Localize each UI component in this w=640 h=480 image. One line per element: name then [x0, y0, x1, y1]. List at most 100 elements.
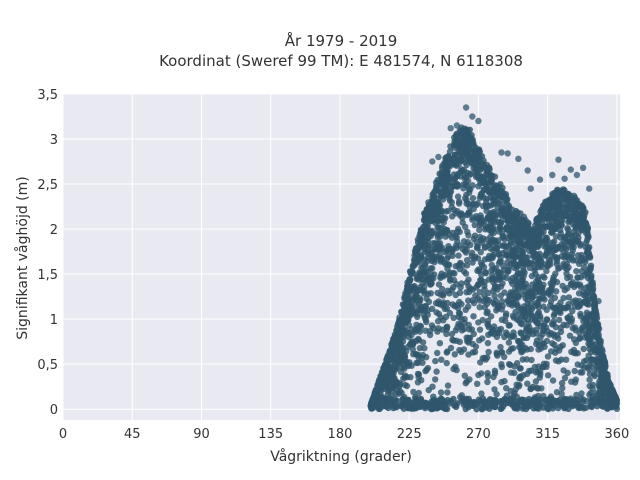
scatter-point — [511, 363, 518, 370]
scatter-point — [498, 316, 506, 323]
scatter-point — [483, 300, 491, 308]
scatter-point — [465, 276, 472, 283]
scatter-point — [519, 341, 526, 348]
scatter-point — [372, 397, 379, 404]
scatter-point — [438, 356, 445, 363]
scatter-point — [481, 292, 488, 299]
scatter-point — [528, 272, 536, 280]
scatter-point — [497, 292, 504, 299]
scatter-point — [502, 191, 509, 198]
scatter-point — [492, 297, 499, 304]
scatter-point — [447, 277, 454, 284]
scatter-point — [528, 316, 536, 323]
scatter-point — [503, 385, 510, 392]
scatter-point — [471, 402, 478, 409]
scatter-point — [469, 195, 477, 202]
scatter-point — [491, 238, 499, 245]
scatter-point — [531, 363, 538, 371]
scatter-point — [444, 389, 451, 396]
scatter-point — [483, 309, 490, 317]
scatter-point — [505, 215, 512, 223]
scatter-point — [580, 345, 587, 353]
scatter-point — [558, 390, 565, 397]
scatter-point — [591, 366, 598, 373]
scatter-point-outlier — [601, 365, 608, 372]
scatter-point — [530, 402, 538, 409]
scatter-point — [487, 189, 494, 196]
scatter-point — [458, 280, 465, 287]
scatter-point — [500, 267, 508, 274]
scatter-point — [487, 233, 494, 240]
scatter-point — [451, 351, 458, 358]
scatter-point — [508, 399, 515, 406]
scatter-point — [599, 354, 607, 361]
x-tick-label: 0 — [59, 427, 67, 442]
scatter-point — [536, 295, 544, 302]
scatter-point — [453, 157, 460, 165]
scatter-point — [404, 286, 412, 293]
scatter-point — [574, 281, 581, 288]
scatter-point — [526, 327, 534, 335]
scatter-point — [510, 260, 518, 268]
scatter-point — [432, 402, 440, 410]
axis-ticks: 0 45 90 135 180 225 270 315 360 0 0,5 1 1,5 2 2,5 3 3,5 — [37, 88, 629, 442]
scatter-point — [482, 402, 489, 410]
scatter-point-outlier — [498, 149, 505, 156]
x-axis-title: Vågriktning (grader) — [270, 448, 412, 465]
scatter-point — [428, 253, 435, 260]
scatter-point — [415, 371, 423, 378]
scatter-point — [485, 164, 493, 171]
scatter-point — [522, 295, 529, 302]
scatter-point — [497, 405, 504, 413]
scatter-point — [396, 317, 403, 324]
scatter-point — [445, 153, 452, 160]
scatter-point — [512, 386, 519, 393]
scatter-point — [576, 221, 583, 228]
scatter-point — [562, 243, 570, 251]
scatter-point — [484, 317, 492, 325]
scatter-point — [443, 330, 450, 338]
scatter-point — [497, 283, 505, 290]
scatter-point — [450, 314, 457, 321]
scatter-point — [488, 254, 495, 261]
scatter-point — [513, 316, 521, 323]
scatter-point — [482, 243, 489, 250]
scatter-point — [451, 270, 458, 277]
scatter-point — [410, 262, 418, 269]
scatter-point — [508, 300, 515, 307]
scatter-point — [588, 397, 595, 404]
scatter-point — [489, 401, 496, 408]
scatter-point — [585, 366, 593, 373]
scatter-point — [491, 292, 498, 299]
y-tick-label: 1,5 — [37, 268, 58, 283]
scatter-point — [517, 398, 524, 406]
scatter-point — [468, 253, 475, 260]
scatter-point — [445, 161, 452, 169]
y-tick-label: 2,5 — [37, 178, 58, 193]
scatter-point — [446, 192, 453, 199]
scatter-point — [450, 284, 457, 291]
scatter-point — [512, 278, 520, 285]
scatter-point — [478, 261, 486, 269]
scatter-point — [585, 352, 592, 359]
scatter-point — [390, 380, 398, 388]
scatter-point-outlier — [475, 117, 482, 125]
x-tick-label: 45 — [124, 427, 141, 442]
scatter-point — [491, 196, 499, 203]
scatter-point — [503, 396, 510, 404]
scatter-point — [517, 365, 524, 372]
scatter-point — [502, 196, 510, 203]
scatter-point — [574, 274, 582, 281]
scatter-point — [442, 215, 449, 222]
scatter-point — [463, 378, 470, 385]
scatter-point — [464, 228, 471, 235]
scatter-point — [534, 216, 541, 223]
y-tick-label: 1 — [50, 313, 58, 328]
scatter-point — [443, 405, 451, 413]
scatter-point — [547, 215, 555, 223]
scatter-point — [524, 380, 531, 387]
scatter-point — [564, 315, 572, 322]
scatter-point — [498, 298, 506, 305]
scatter-point — [518, 282, 525, 289]
y-tick-label: 3 — [50, 133, 58, 148]
